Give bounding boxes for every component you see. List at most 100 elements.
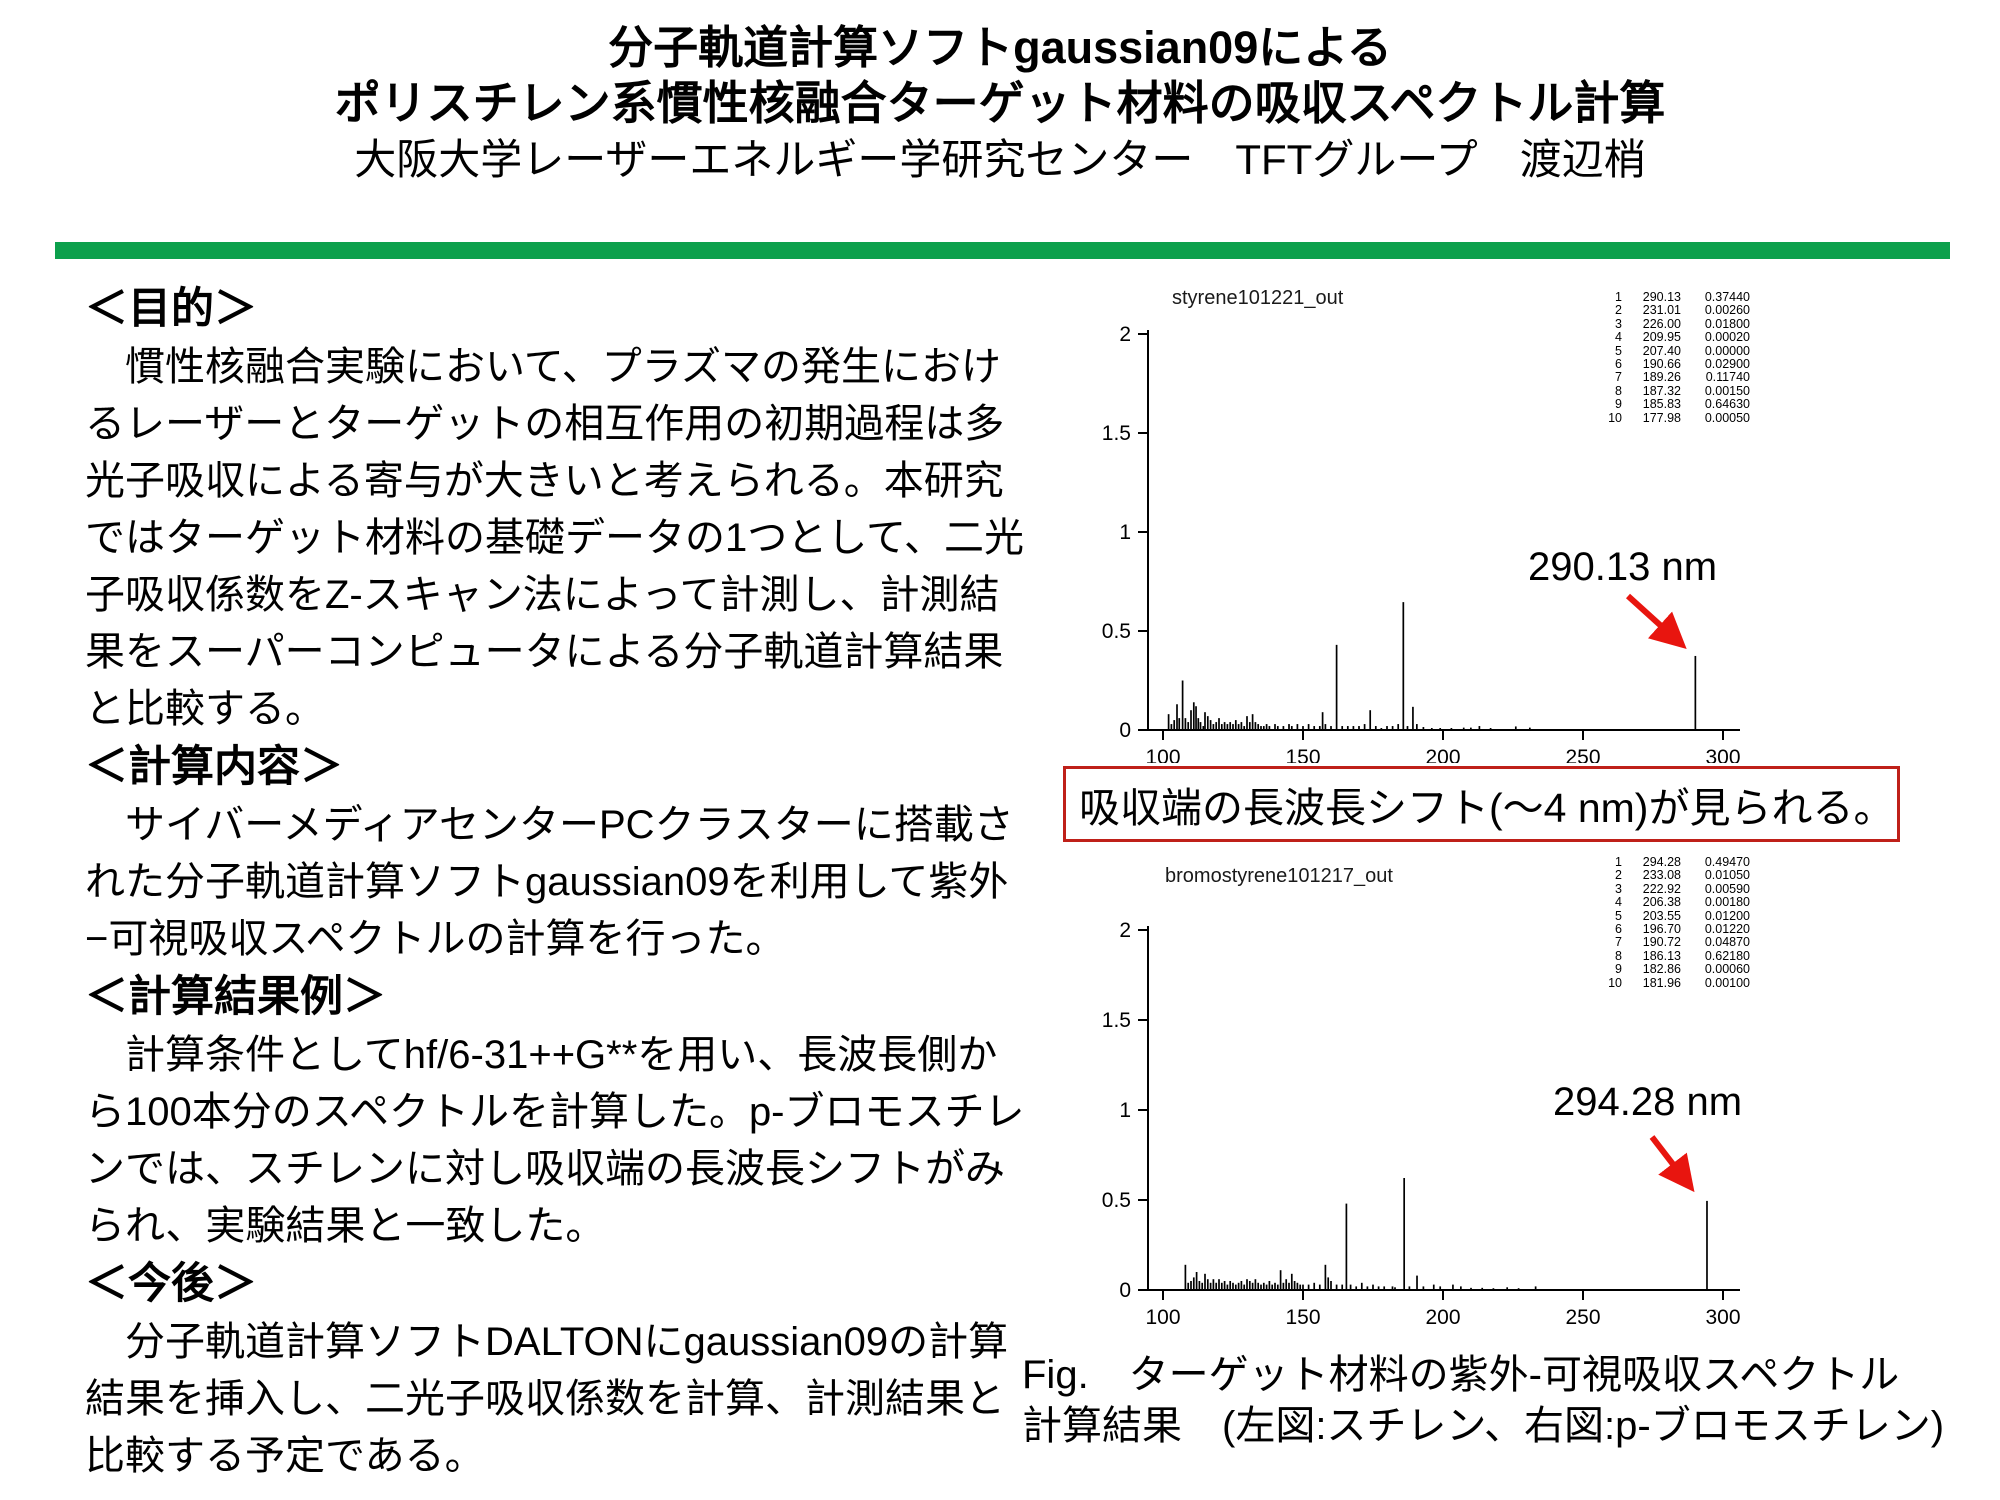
styrene-peak-table: 1 290.13 0.37440 2 231.01 0.00260 3 226.00 0.018… (1600, 290, 1750, 425)
peak-wavelength: 290.13 (1642, 290, 1681, 304)
peak-index: 9 (1615, 962, 1622, 977)
peak-wavelength: 177.98 (1642, 410, 1681, 425)
peak-index: 10 (1608, 410, 1622, 425)
peak-wavelength: 231.01 (1642, 303, 1681, 318)
slide-title-line1: 分子軌道計算ソフトgaussian09による (608, 22, 1392, 73)
bromostyrene-peak-table: 1 294.28 0.49470 2 233.08 0.01050 3 222.92 0.005… (1600, 855, 1750, 990)
peak-strength: 0.01200 (1704, 908, 1750, 923)
peak-wavelength: 233.08 (1642, 868, 1681, 883)
peak-table-row: 6 196.70 0.01220 (1600, 922, 1750, 937)
peak-index: 6 (1615, 922, 1622, 937)
peak-index: 4 (1615, 895, 1622, 910)
chart-title: styrene101221_out (1172, 287, 1344, 309)
slide-author-line: 大阪大学レーザーエネルギー学研究センター TFTグループ 渡辺梢 (354, 136, 1646, 183)
green-divider-bar (55, 242, 1950, 259)
peak-strength: 0.00020 (1704, 330, 1750, 345)
peak-strength: 0.49470 (1704, 855, 1750, 869)
peak-index: 1 (1615, 855, 1622, 869)
peak-wavelength: 196.70 (1642, 922, 1681, 937)
section-heading: ＜目的＞ (85, 285, 257, 333)
section-heading: ＜計算結果例＞ (85, 973, 386, 1021)
peak-table-row: 3 226.00 0.01800 (1600, 317, 1750, 331)
figure-caption: Fig. ターゲット材料の紫外-可視吸収スペクトル 計算結果 (左図:スチレン、… (1022, 1350, 1992, 1452)
y-tick-label: 0.5 (1102, 620, 1131, 643)
section-future: ＜今後＞ 分子軌道計算ソフトDALTONにgaussian09の計算結果を挿入し… (85, 1255, 1033, 1485)
y-tick-label: 1 (1119, 521, 1131, 544)
y-tick-label: 2 (1119, 919, 1131, 942)
peak-index: 3 (1615, 881, 1622, 896)
peak-table-row: 4 206.38 0.00180 (1600, 895, 1750, 910)
peak-strength: 0.01220 (1704, 922, 1750, 937)
peak-wavelength: 203.55 (1642, 908, 1681, 923)
peak-strength: 0.00000 (1704, 343, 1750, 358)
peak-wavelength: 185.83 (1642, 397, 1681, 412)
peak-table-row: 2 231.01 0.00260 (1600, 303, 1750, 318)
wavelength-annotation-styrene: 290.13 nm (1528, 545, 1718, 589)
x-tick-label: 150 (1285, 1306, 1320, 1329)
peak-index: 8 (1615, 948, 1622, 963)
peak-index: 1 (1615, 290, 1622, 304)
peak-table-row: 8 187.32 0.00150 (1600, 383, 1750, 398)
peak-wavelength: 181.96 (1642, 975, 1681, 990)
peak-wavelength: 190.72 (1642, 935, 1681, 950)
peak-strength: 0.00180 (1704, 895, 1750, 910)
peak-wavelength: 186.13 (1642, 948, 1681, 963)
peak-wavelength: 206.38 (1642, 895, 1681, 910)
title-block: 分子軌道計算ソフトgaussian09による ポリスチレン系慣性核融合ターゲット… (0, 20, 2000, 187)
peak-strength: 0.62180 (1704, 948, 1750, 963)
spectral-lines (1167, 602, 1697, 729)
peak-table-row: 7 189.26 0.11740 (1600, 370, 1750, 385)
section-calculation: ＜計算内容＞ サイバーメディアセンターPCクラスターに搭載された分子軌道計算ソフ… (85, 738, 1033, 968)
section-body: 分子軌道計算ソフトDALTONにgaussian09の計算結果を挿入し、二光子吸… (85, 1320, 1009, 1478)
peak-index: 6 (1615, 357, 1622, 372)
x-tick-label: 300 (1705, 746, 1740, 763)
x-tick-label: 200 (1425, 1306, 1460, 1329)
peak-index: 9 (1615, 397, 1622, 412)
peak-wavelength: 189.26 (1642, 370, 1681, 385)
peak-wavelength: 222.92 (1642, 881, 1681, 896)
peak-index: 10 (1608, 975, 1622, 990)
styrene-spectrum-chart: styrene101221_out 0 0.5 1 1.5 2 100 150 200 250 30… (1102, 287, 1741, 763)
peak-strength: 0.00100 (1704, 975, 1750, 990)
peak-strength: 0.00590 (1704, 881, 1750, 896)
x-tick-label: 200 (1425, 746, 1460, 763)
peak-index: 2 (1615, 868, 1622, 883)
peak-wavelength: 190.66 (1642, 357, 1681, 372)
peak-index: 7 (1615, 935, 1622, 950)
chart-axes (1138, 330, 1740, 740)
peak-table-row: 9 182.86 0.00060 (1600, 962, 1750, 977)
y-tick-label: 1.5 (1102, 422, 1131, 445)
red-arrow-bromostyrene-peak (1649, 1135, 1695, 1193)
peak-wavelength: 187.32 (1642, 383, 1681, 398)
figure-caption-line1: Fig. ターゲット材料の紫外-可視吸収スペクトル (1022, 1353, 1900, 1397)
x-tick-label: 150 (1285, 746, 1320, 763)
y-tick-label: 0 (1119, 1279, 1131, 1302)
peak-table-row: 7 190.72 0.04870 (1600, 935, 1750, 950)
peak-table-row: 4 209.95 0.00020 (1600, 330, 1750, 345)
peak-index: 7 (1615, 370, 1622, 385)
peak-index: 2 (1615, 303, 1622, 318)
section-heading: ＜今後＞ (85, 1260, 257, 1308)
chart-axes (1138, 926, 1740, 1300)
peak-table-row: 10 177.98 0.00050 (1600, 410, 1750, 425)
x-tick-label: 100 (1145, 1306, 1180, 1329)
peak-table-row: 6 190.66 0.02900 (1600, 357, 1750, 372)
peak-index: 4 (1615, 330, 1622, 345)
y-tick-label: 1 (1119, 1099, 1131, 1122)
peak-strength: 0.00260 (1704, 303, 1750, 318)
peak-table-row: 5 207.40 0.00000 (1600, 343, 1750, 358)
section-heading: ＜計算内容＞ (85, 743, 343, 791)
y-tick-label: 1.5 (1102, 1009, 1131, 1032)
bromostyrene-spectrum-chart: bromostyrene101217_out 0 0.5 1 1.5 2 100 150 200… (1102, 865, 1741, 1329)
peak-table-row: 3 222.92 0.00590 (1600, 881, 1750, 896)
y-tick-label: 0.5 (1102, 1189, 1131, 1212)
peak-strength: 0.00150 (1704, 383, 1750, 398)
peak-wavelength: 182.86 (1642, 962, 1681, 977)
peak-strength: 0.04870 (1704, 935, 1750, 950)
peak-wavelength: 207.40 (1642, 343, 1681, 358)
red-arrow-styrene-peak (1625, 593, 1687, 650)
peak-table-row: 5 203.55 0.01200 (1600, 908, 1750, 923)
peak-index: 5 (1615, 343, 1622, 358)
redshift-note-box: 吸収端の長波長シフト(～4 nm)が見られる。 (1063, 766, 1900, 842)
